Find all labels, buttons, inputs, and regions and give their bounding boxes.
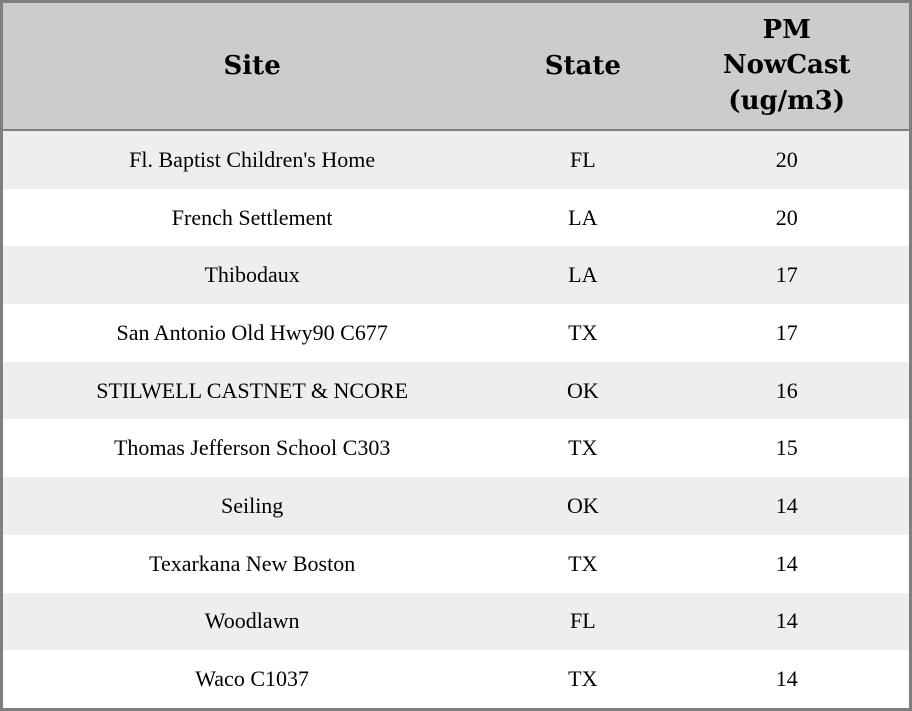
state-cell: OK: [566, 377, 599, 403]
table-row: Fl. Baptist Children's Home FL 20: [3, 131, 909, 189]
table-row: Texarkana New Boston TX 14: [3, 534, 909, 593]
site-cell: Texarkana New Boston: [149, 550, 356, 576]
pm-nowcast-cell: 20: [775, 146, 798, 172]
state-cell: TX: [568, 319, 598, 345]
column-header-state: State: [501, 3, 665, 131]
pm-nowcast-cell: 14: [775, 550, 798, 576]
site-cell: San Antonio Old Hwy90 C677: [116, 319, 388, 345]
table-row: French Settlement LA 20: [3, 188, 909, 247]
column-header-state-label: State: [544, 51, 621, 81]
column-header-site-label: Site: [223, 51, 281, 81]
pm-nowcast-cell: 14: [775, 492, 798, 518]
pm-nowcast-cell: 16: [775, 377, 798, 403]
state-cell: TX: [568, 550, 598, 576]
table-row: STILWELL CASTNET & NCORE OK 16: [3, 361, 909, 420]
site-cell: Seiling: [220, 492, 284, 518]
table-row: San Antonio Old Hwy90 C677 TX 17: [3, 304, 909, 362]
pm-nowcast-cell: 14: [775, 608, 798, 634]
pm-nowcast-cell: 15: [775, 435, 798, 461]
column-header-site: Site: [3, 3, 502, 131]
table-row: Seiling OK 14: [3, 477, 909, 535]
header-row: Site State PM NowCast (ug/m3): [3, 3, 909, 131]
site-cell: Fl. Baptist Children's Home: [129, 146, 376, 172]
site-cell: Thibodaux: [204, 262, 300, 288]
table-header: Site State PM NowCast (ug/m3): [3, 3, 909, 131]
column-header-pm-nowcast-label: PM NowCast (ug/m3): [722, 15, 851, 116]
site-cell: Woodlawn: [204, 608, 300, 634]
table-row: Woodlawn FL 14: [3, 592, 909, 651]
site-cell: Waco C1037: [195, 666, 309, 692]
table-body: Fl. Baptist Children's Home FL 20 French…: [3, 131, 909, 708]
site-cell: STILWELL CASTNET & NCORE: [96, 377, 409, 403]
table-row: Thibodaux LA 17: [3, 246, 909, 305]
state-cell: TX: [568, 666, 598, 692]
state-cell: LA: [568, 262, 598, 288]
state-cell: OK: [566, 492, 599, 518]
pm-nowcast-cell: 17: [775, 262, 798, 288]
pm-nowcast-cell: 17: [775, 319, 798, 345]
column-header-pm-nowcast: PM NowCast (ug/m3): [664, 3, 909, 131]
table-row: Thomas Jefferson School C303 TX 15: [3, 419, 909, 478]
state-cell: LA: [568, 204, 598, 230]
state-cell: FL: [569, 608, 596, 634]
site-cell: Thomas Jefferson School C303: [113, 435, 391, 461]
state-cell: FL: [569, 146, 596, 172]
pm-nowcast-cell: 14: [775, 666, 798, 692]
pm-nowcast-cell: 20: [775, 204, 798, 230]
state-cell: TX: [568, 435, 598, 461]
table-row: Waco C1037 TX 14: [3, 650, 909, 708]
site-cell: French Settlement: [171, 204, 333, 230]
